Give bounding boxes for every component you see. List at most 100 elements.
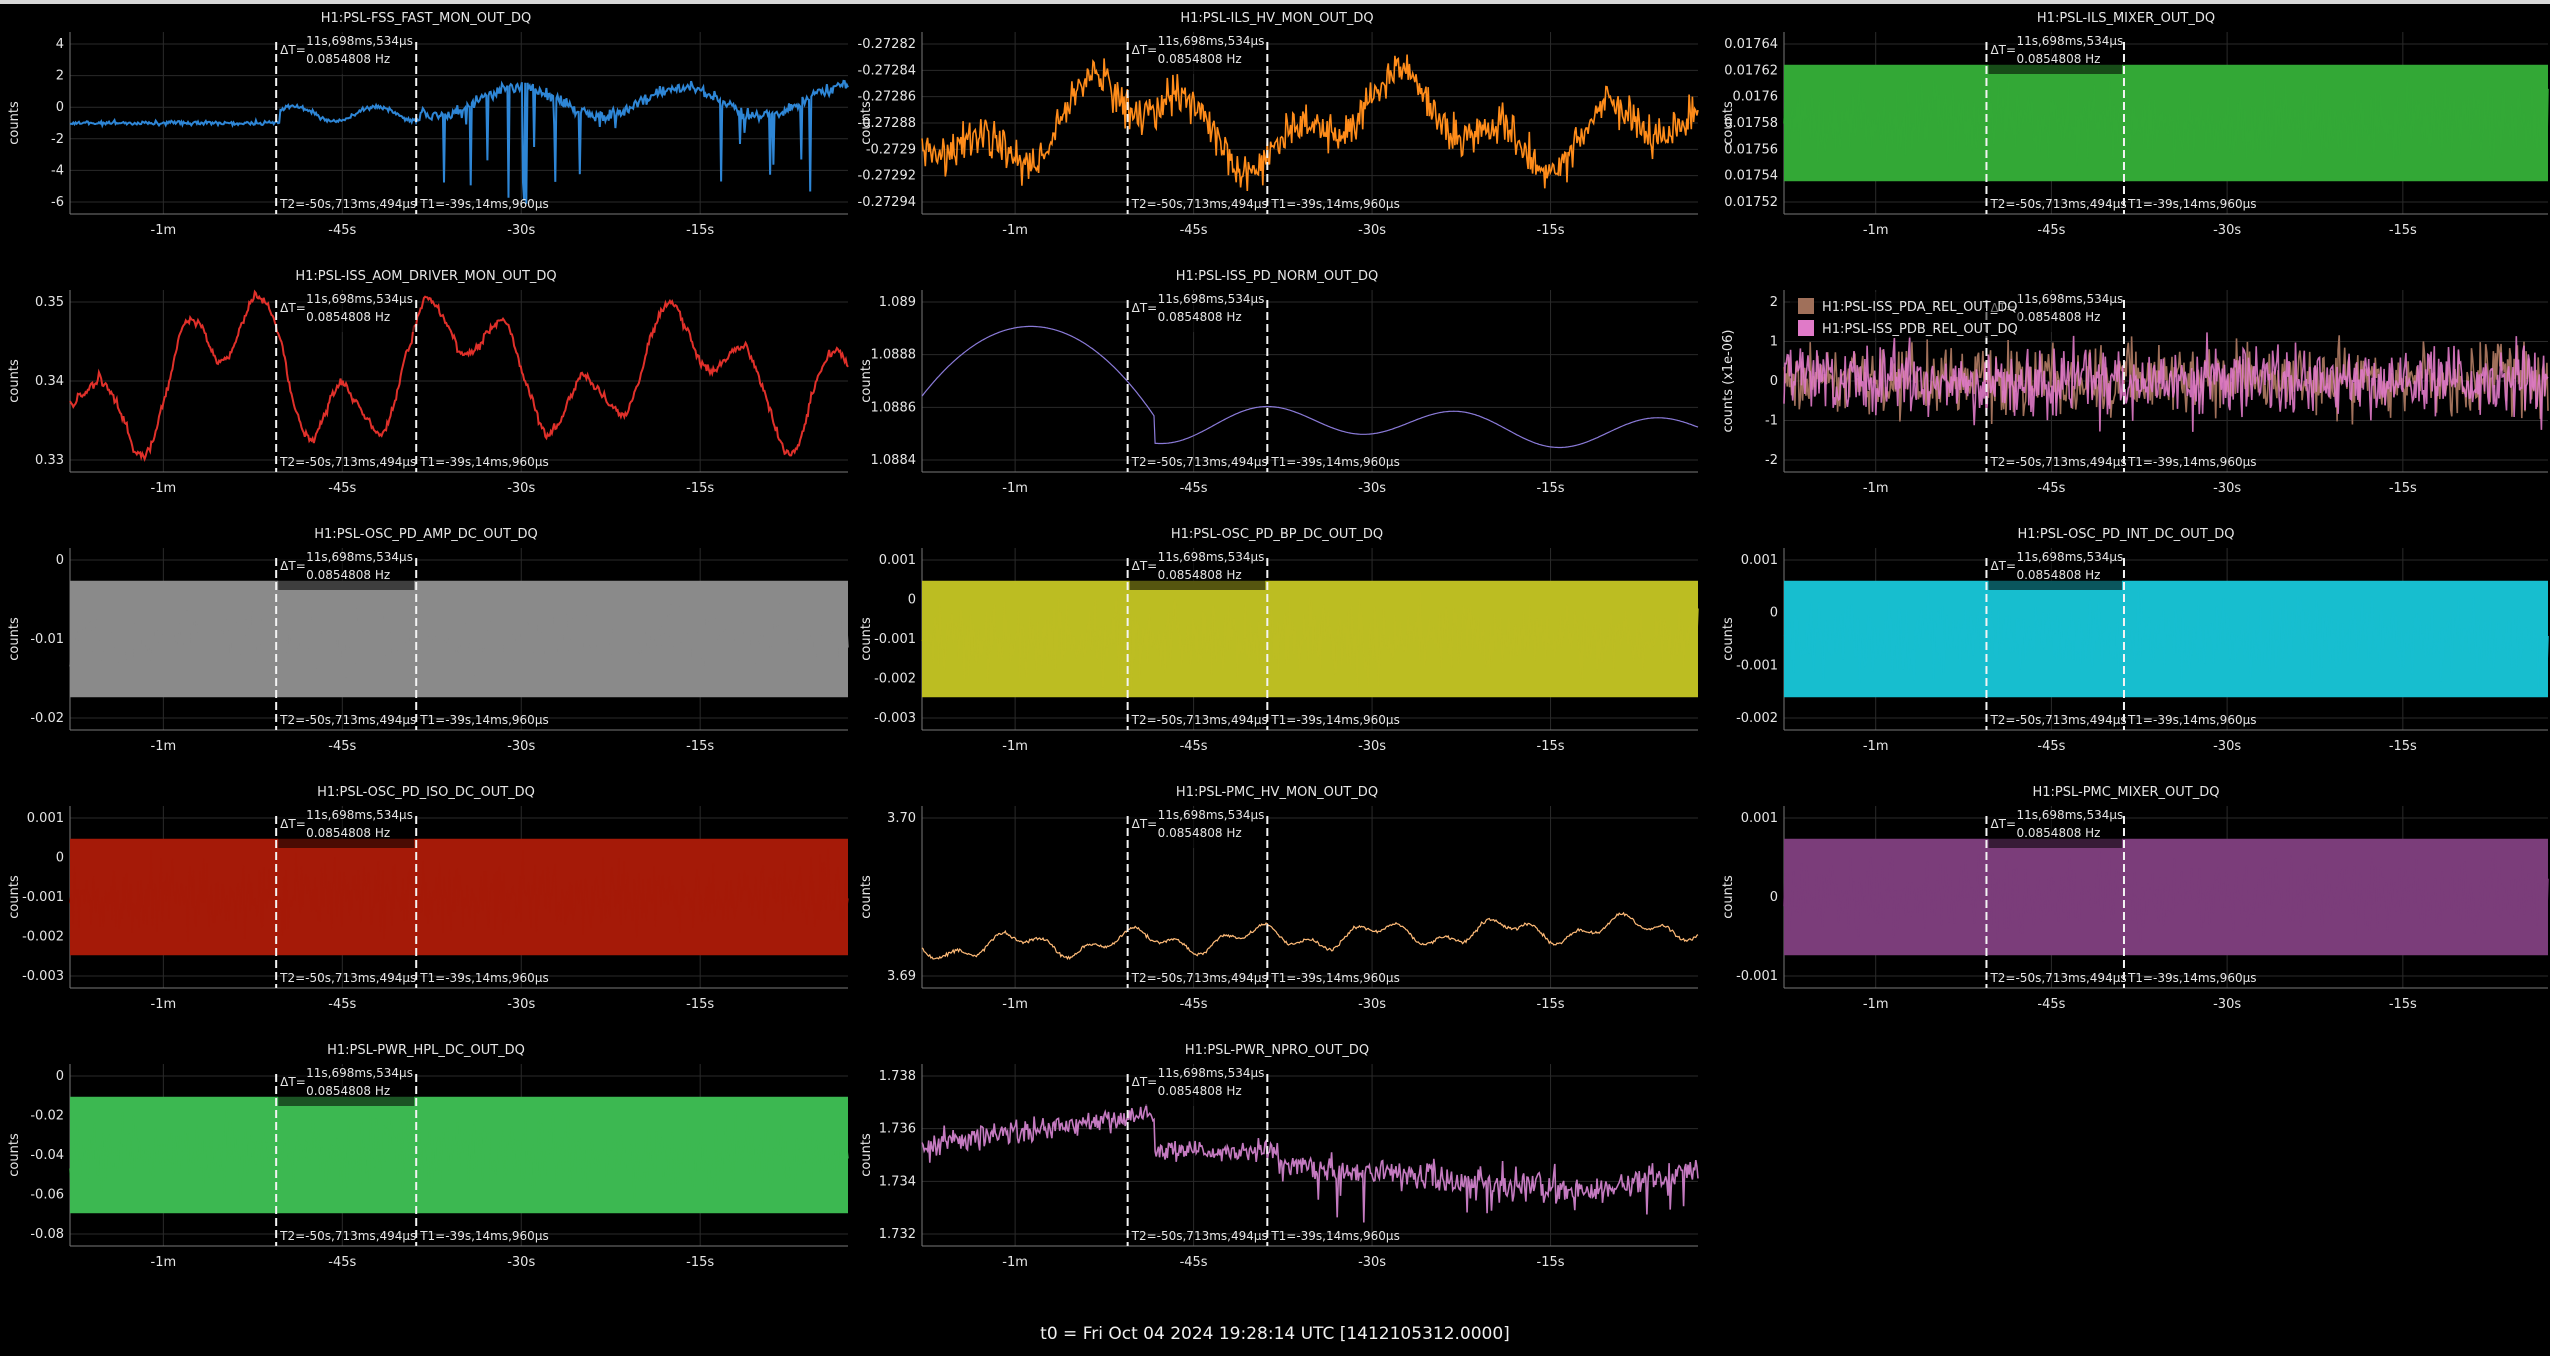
- x-tick-label: -1m: [151, 481, 177, 496]
- delta-frequency: 0.0854808 Hz: [306, 52, 390, 66]
- x-tick-label: -30s: [2213, 481, 2241, 496]
- plot-panel-4[interactable]: H1:PSL-ISS_PD_NORM_OUT_DQ 1.089 1.0888 1.08…: [852, 262, 1702, 520]
- y-tick-label: 0.33: [35, 453, 64, 468]
- y-tick-label: -0.27292: [858, 169, 916, 184]
- y-tick-label: 0.0176: [1733, 90, 1779, 105]
- plot-panel-13[interactable]: H1:PSL-PWR_NPRO_OUT_DQ 1.738 1.736 1.734 1.7…: [852, 1036, 1702, 1294]
- delta-t-value: 11s,698ms,534µs: [306, 34, 413, 48]
- delta-t-value: 11s,698ms,534µs: [306, 808, 413, 822]
- plot-panel-3[interactable]: H1:PSL-ISS_AOM_DRIVER_MON_OUT_DQ 0.35 0.34…: [0, 262, 852, 520]
- plot-title: H1:PSL-OSC_PD_AMP_DC_OUT_DQ: [314, 527, 537, 542]
- plot-panel-8[interactable]: H1:PSL-OSC_PD_INT_DC_OUT_DQ 0.001 0 -0.001 -…: [1702, 520, 2550, 778]
- plot-panel-10[interactable]: H1:PSL-PMC_HV_MON_OUT_DQ 3.70 3.69 -1m -45s -…: [852, 778, 1702, 1036]
- delta-frequency: 0.0854808 Hz: [306, 568, 390, 582]
- x-tick-label: -45s: [328, 1255, 356, 1270]
- cursor-t2-label: T2=-50s,713ms,494µs: [1131, 197, 1268, 211]
- signal-trace: [1783, 335, 2549, 425]
- plot-title: H1:PSL-ILS_MIXER_OUT_DQ: [2037, 11, 2215, 26]
- delta-t-label: ΔT=: [280, 301, 306, 315]
- x-tick-label: -30s: [507, 739, 535, 754]
- plot-panel-0[interactable]: H1:PSL-FSS_FAST_MON_OUT_DQ 4 2 0 -2 -4 -6 -1m -4…: [0, 4, 852, 262]
- plot-panel-12[interactable]: H1:PSL-PWR_HPL_DC_OUT_DQ 0 -0.02 -0.04 -0.06…: [0, 1036, 852, 1294]
- y-tick-label: 0.001: [1741, 811, 1778, 826]
- y-tick-label: -0.27284: [858, 63, 916, 78]
- y-tick-label: -0.08: [30, 1227, 64, 1242]
- y-tick-label: 1.0884: [871, 453, 917, 468]
- delta-t-label: ΔT=: [280, 817, 306, 831]
- plot-title: H1:PSL-ISS_PD_NORM_OUT_DQ: [1176, 269, 1379, 284]
- y-tick-label: -0.002: [874, 672, 916, 687]
- x-tick-label: -15s: [2389, 739, 2417, 754]
- plot-panel-9[interactable]: H1:PSL-OSC_PD_ISO_DC_OUT_DQ 0.001 0 -0.001 -…: [0, 778, 852, 1036]
- x-tick-label: -1m: [1863, 223, 1889, 238]
- y-tick-label: 3.70: [887, 811, 916, 826]
- y-tick-label: 0.01756: [1724, 142, 1778, 157]
- y-tick-label: -0.01: [30, 632, 64, 647]
- plot-panel-11[interactable]: H1:PSL-PMC_MIXER_OUT_DQ 0.001 0 -0.001 -1m -4…: [1702, 778, 2550, 1036]
- delta-frequency: 0.0854808 Hz: [1158, 52, 1242, 66]
- y-tick-label: -0.27286: [858, 90, 916, 105]
- x-tick-label: -15s: [2389, 481, 2417, 496]
- y-tick-label: 1.736: [879, 1122, 916, 1137]
- plot-panel-1[interactable]: H1:PSL-ILS_HV_MON_OUT_DQ -0.27282 -0.27284…: [852, 4, 1702, 262]
- cursor-t2-label: T2=-50s,713ms,494µs: [279, 713, 416, 727]
- plot-title: H1:PSL-PWR_NPRO_OUT_DQ: [1185, 1043, 1369, 1058]
- signal-trace: [1783, 589, 2549, 688]
- signal-trace: [69, 584, 849, 687]
- x-tick-label: -30s: [2213, 223, 2241, 238]
- x-tick-label: -30s: [1358, 739, 1386, 754]
- y-tick-label: -0.003: [874, 711, 916, 726]
- y-tick-label: 0: [56, 1069, 64, 1084]
- x-tick-label: -45s: [1180, 223, 1208, 238]
- legend-swatch: [1798, 298, 1814, 314]
- signal-trace: [921, 325, 1699, 449]
- y-tick-label: -2: [51, 132, 64, 147]
- y-tick-label: 1.732: [879, 1227, 916, 1242]
- y-tick-label: 2: [56, 69, 64, 84]
- signal-trace: [1783, 76, 2549, 172]
- x-tick-label: -30s: [1358, 223, 1386, 238]
- delta-frequency: 0.0854808 Hz: [1158, 568, 1242, 582]
- x-tick-label: -45s: [328, 739, 356, 754]
- cursor-t1-label: T1=-39s,14ms,960µs: [1270, 197, 1400, 211]
- y-tick-label: -0.02: [30, 711, 64, 726]
- delta-t-value: 11s,698ms,534µs: [1158, 1066, 1265, 1080]
- signal-trace: [1783, 332, 2549, 432]
- y-tick-label: 1.738: [879, 1069, 916, 1084]
- y-tick-label: -0.003: [22, 969, 64, 984]
- x-tick-label: -1m: [151, 1255, 177, 1270]
- plot-title: H1:PSL-FSS_FAST_MON_OUT_DQ: [321, 11, 531, 26]
- y-axis-label: counts: [859, 101, 874, 145]
- cursor-t1-label: T1=-39s,14ms,960µs: [1270, 455, 1400, 469]
- y-axis-label: counts (x1e-06): [1721, 330, 1736, 433]
- cursor-t2-label: T2=-50s,713ms,494µs: [1131, 455, 1268, 469]
- signal-trace: [69, 1109, 849, 1206]
- plot-panel-2[interactable]: H1:PSL-ILS_MIXER_OUT_DQ 0.01764 0.01762 0.0…: [1702, 4, 2550, 262]
- y-tick-label: 0: [1770, 606, 1778, 621]
- legend[interactable]: H1:PSL-ISS_PDA_REL_OUT_DQ H1:PSL-ISS_PDB_…: [1790, 292, 2020, 338]
- x-tick-label: -15s: [1537, 997, 1565, 1012]
- cursor-t2-label: T2=-50s,713ms,494µs: [279, 197, 416, 211]
- y-tick-label: -6: [51, 195, 64, 210]
- x-tick-label: -15s: [1537, 1255, 1565, 1270]
- x-tick-label: -15s: [686, 223, 714, 238]
- y-axis-label: counts: [7, 1133, 22, 1177]
- x-tick-label: -30s: [507, 1255, 535, 1270]
- y-tick-label: -1: [1765, 414, 1778, 429]
- y-axis-label: counts: [7, 101, 22, 145]
- x-tick-label: -15s: [686, 739, 714, 754]
- delta-t-label: ΔT=: [280, 1075, 306, 1089]
- cursor-t2-label: T2=-50s,713ms,494µs: [279, 971, 416, 985]
- signal-trace: [69, 289, 849, 462]
- plot-title: H1:PSL-ISS_AOM_DRIVER_MON_OUT_DQ: [295, 269, 556, 284]
- x-tick-label: -45s: [2037, 481, 2065, 496]
- plot-panel-6[interactable]: H1:PSL-OSC_PD_AMP_DC_OUT_DQ 0 -0.01 -0.02 -1…: [0, 520, 852, 778]
- plot-title: H1:PSL-OSC_PD_INT_DC_OUT_DQ: [2017, 527, 2234, 542]
- y-tick-label: -0.002: [22, 930, 64, 945]
- x-tick-label: -45s: [1180, 481, 1208, 496]
- plot-panel-7[interactable]: H1:PSL-OSC_PD_BP_DC_OUT_DQ 0.001 0 -0.001 -0…: [852, 520, 1702, 778]
- y-tick-label: -0.27282: [858, 37, 916, 52]
- x-tick-label: -1m: [151, 997, 177, 1012]
- x-tick-label: -30s: [507, 481, 535, 496]
